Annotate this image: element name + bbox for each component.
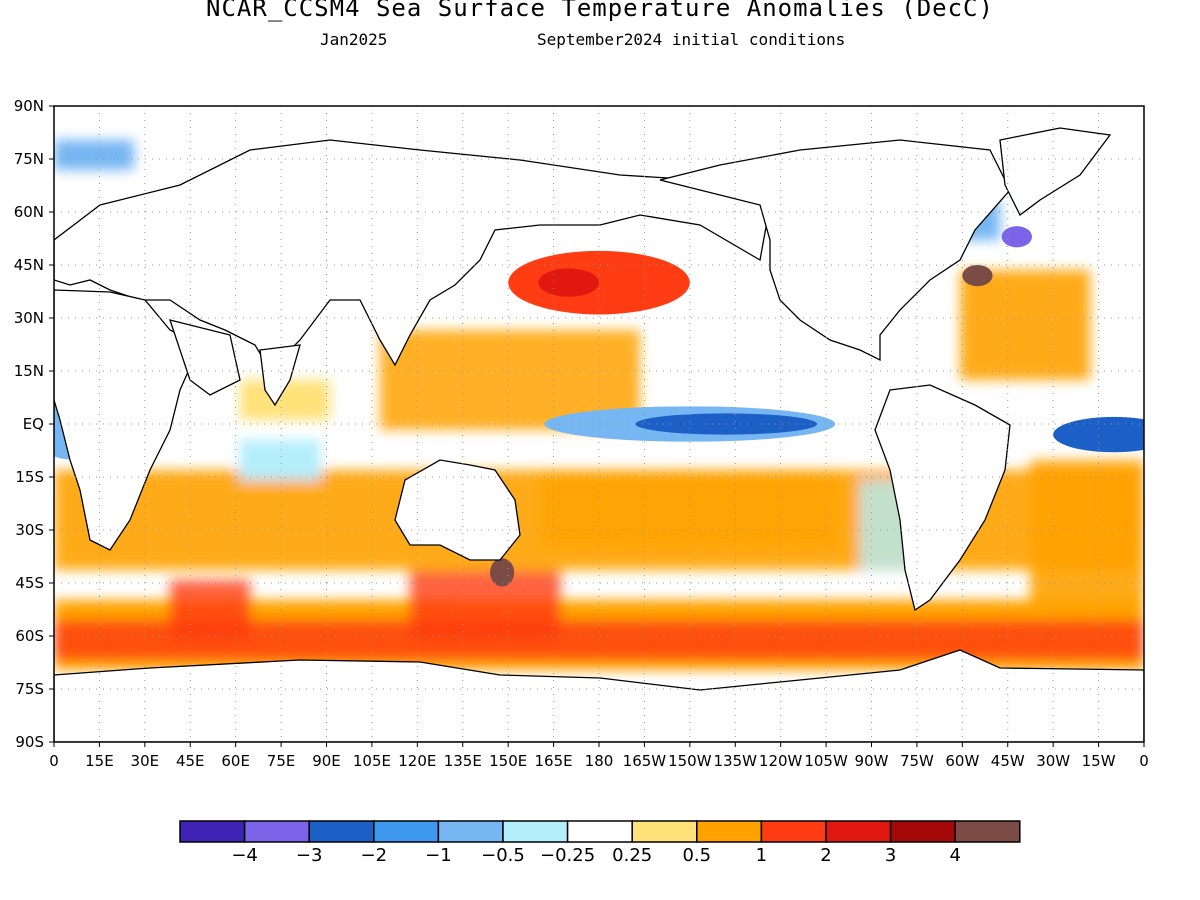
lon-tick-label: 150W [668,752,712,770]
lon-tick-label: 0 [49,752,59,770]
lat-tick-label: 75S [15,680,44,698]
lat-tick-label: 90S [15,733,44,751]
africa-land [54,289,201,551]
colorbar-swatch [825,820,892,843]
lat-tick-label: 90N [14,97,44,115]
colorbar-swatch [566,820,633,843]
lon-tick-label: 90W [855,752,889,770]
colorbar-label: 1 [756,845,767,866]
colorbar-swatch [437,820,504,843]
lon-tick-label: 120E [398,752,436,770]
lon-tick-label: 135E [444,752,482,770]
lon-tick-label: 105E [353,752,391,770]
lon-tick-label: 90E [312,752,341,770]
colorbar-label: 4 [949,845,960,866]
anomaly-region-5 [962,265,993,287]
australia-land [394,459,521,561]
colorbar-swatch [308,820,375,843]
colorbar-label: 0.25 [612,845,652,866]
colorbar-label: −1 [425,845,452,866]
colorbar-swatch [373,820,440,843]
lon-tick-label: 45W [991,752,1025,770]
colorbar-label: −0.25 [540,845,595,866]
lon-tick-label: 105W [804,752,848,770]
colorbar-label: 3 [885,845,896,866]
lat-tick-label: 75N [14,150,44,168]
colorbar-swatch [954,820,1021,843]
lon-tick-label: 30E [131,752,160,770]
lat-tick-label: 30N [14,309,44,327]
lat-tick-label: 30S [15,521,44,539]
lon-tick-label: 165W [623,752,667,770]
anomaly-region-4 [490,558,515,587]
lon-tick-label: 0 [1139,752,1149,770]
eurasia-land [54,139,771,372]
lon-tick-label: 60E [221,752,250,770]
south-america-land [874,384,1011,612]
colorbar-swatch [502,820,569,843]
valid-month-label: Jan2025 [320,30,388,49]
anomaly-region-8 [1053,416,1144,453]
north-america-land [659,139,1011,362]
map-title: NCAR_CCSM4 Sea Surface Temperature Anoma… [206,0,994,22]
colorbar-swatch [243,820,310,843]
lat-tick-label: EQ [23,415,44,433]
lon-tick-label: 135W [714,752,758,770]
colorbar-label: −3 [296,845,323,866]
lat-tick-label: 60N [14,203,44,221]
lon-tick-label: 180 [585,752,614,770]
lat-tick-label: 60S [15,627,44,645]
colorbar: −4 −3 −2 −1 −0.5 −0.25 0.25 0.5 1 2 3 4 [179,820,1021,866]
colorbar-label: −4 [231,845,258,866]
colorbar-label: −0.5 [481,845,525,866]
lon-tick-label: 75W [900,752,934,770]
colorbar-swatch [179,820,246,843]
anomaly-region-3 [538,268,599,297]
lon-tick-label: 60W [945,752,979,770]
colorbar-swatch [696,820,763,843]
lat-tick-label: 45S [15,574,44,592]
anomaly-region-6 [1001,226,1032,248]
lat-tick-label: 15S [15,468,44,486]
lat-lon-grid [54,106,1144,742]
arabia-india-land [169,319,301,407]
lon-tick-label: 75E [267,752,296,770]
colorbar-label: −2 [361,845,388,866]
lon-tick-label: 15W [1082,752,1116,770]
colorbar-swatch [631,820,698,843]
lon-tick-label: 165E [535,752,573,770]
lat-tick-label: 45N [14,256,44,274]
colorbar-label: 2 [820,845,831,866]
lon-tick-label: 45E [176,752,205,770]
lon-tick-label: 150E [489,752,527,770]
init-conditions-label: September2024 initial conditions [537,30,846,49]
colorbar-swatch [760,820,827,843]
lon-tick-label: 30W [1036,752,1070,770]
anomaly-field [54,106,1144,742]
colorbar-swatch [889,820,956,843]
lon-tick-label: 15E [85,752,114,770]
lat-tick-label: 15N [14,362,44,380]
lon-tick-label: 120W [759,752,803,770]
colorbar-label: 0.5 [682,845,711,866]
